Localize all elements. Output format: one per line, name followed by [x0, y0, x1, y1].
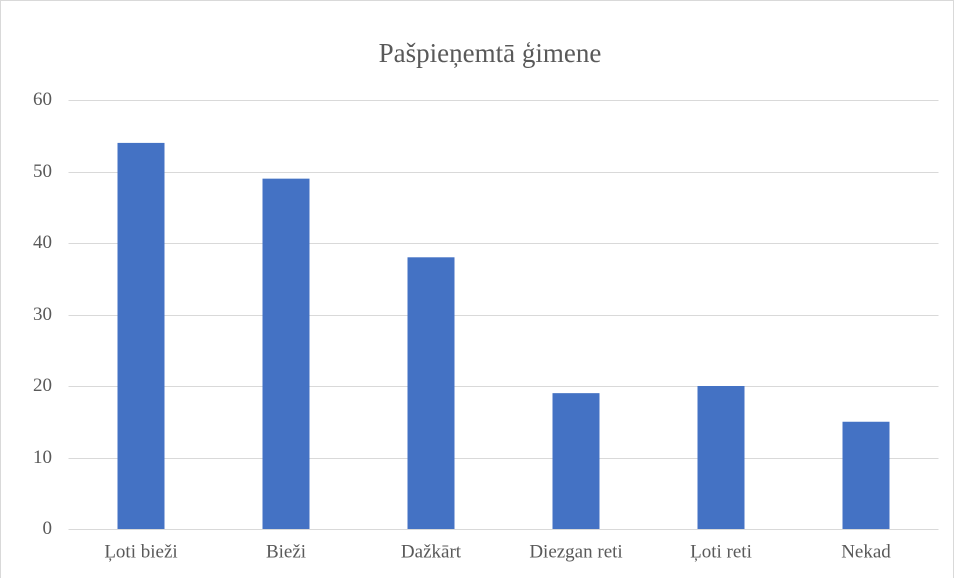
- y-tick-label: 0: [43, 518, 53, 539]
- x-tick-label: Dažkārt: [401, 541, 462, 562]
- x-tick-label: Nekad: [841, 541, 891, 562]
- bar: [117, 142, 165, 529]
- x-tick-label: Ļoti bieži: [104, 541, 177, 562]
- bar: [262, 178, 310, 529]
- x-tick-label: Ļoti reti: [690, 541, 752, 562]
- y-tick-label: 10: [33, 447, 52, 468]
- bar: [842, 421, 890, 529]
- x-tick-label: Bieži: [266, 541, 306, 562]
- chart-title: Pašpieņemtā ģimene: [379, 38, 602, 68]
- bar: [697, 386, 745, 529]
- y-tick-label: 60: [33, 89, 52, 110]
- x-tick-label: Diezgan reti: [529, 541, 622, 562]
- bar: [407, 257, 455, 529]
- bar: [552, 393, 600, 529]
- y-tick-label: 20: [33, 375, 52, 396]
- y-tick-label: 50: [33, 161, 52, 182]
- y-tick-label: 30: [33, 304, 52, 325]
- y-tick-label: 40: [33, 232, 52, 253]
